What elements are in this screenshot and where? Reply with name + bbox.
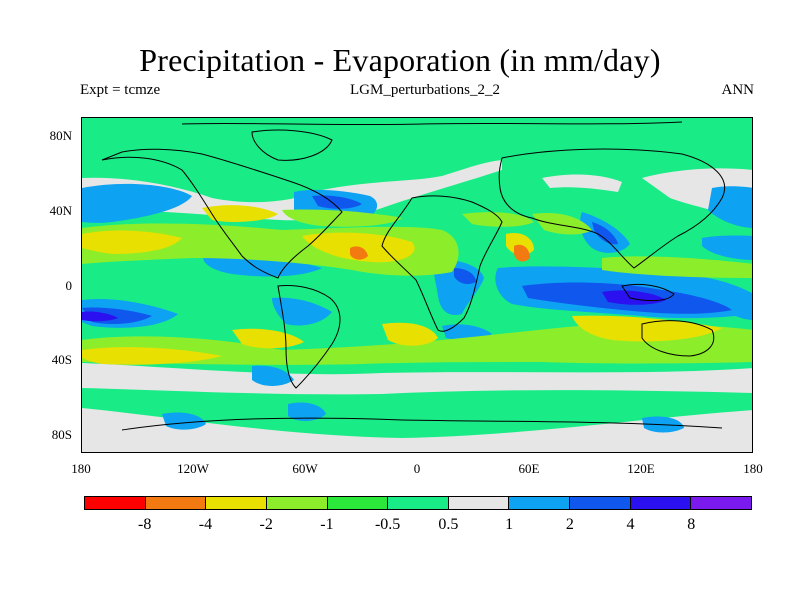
colorbar-box-8 bbox=[570, 497, 631, 509]
colorbar-label-8: 4 bbox=[626, 516, 635, 533]
lat-label-0: 0 bbox=[65, 278, 73, 293]
colorbar-box-9 bbox=[630, 497, 692, 509]
case-label: LGM_perturbations_2_2 bbox=[350, 82, 500, 98]
colorbar-label-5: 0.5 bbox=[438, 516, 459, 533]
lat-label-80n: 80N bbox=[49, 128, 72, 143]
lon-label-0: 0 bbox=[413, 461, 421, 476]
colorbar-label-6: 1 bbox=[505, 516, 514, 533]
period-label: ANN bbox=[721, 82, 755, 98]
lat-label-80s: 80S bbox=[51, 427, 72, 442]
dry-2-4-zones bbox=[350, 244, 530, 262]
lon-label-180w: 180 bbox=[71, 461, 91, 476]
colorbar-box-7 bbox=[509, 497, 571, 509]
colorbar-box-2 bbox=[206, 497, 267, 509]
lon-label-60e: 60E bbox=[518, 461, 540, 476]
colorbar-label-9: 8 bbox=[687, 516, 696, 533]
colorbar-box-4 bbox=[327, 497, 389, 509]
lon-label-120e: 120E bbox=[627, 461, 655, 476]
lat-label-40s: 40S bbox=[51, 352, 72, 367]
colorbar-box-3 bbox=[266, 497, 328, 509]
colorbar-label-7: 2 bbox=[565, 516, 574, 533]
lon-label-180e: 180 bbox=[743, 461, 763, 476]
wet-4-8-zones bbox=[82, 290, 666, 322]
lon-label-120w: 120W bbox=[177, 461, 209, 476]
experiment-label: Expt = tcmze bbox=[80, 82, 161, 98]
coastlines bbox=[101, 121, 725, 431]
colorbar-box-6 bbox=[448, 497, 510, 509]
colorbar-box-5 bbox=[388, 497, 449, 509]
map-title: Precipitation - Evaporation (in mm/day) bbox=[139, 42, 661, 78]
dry-1-2-zones bbox=[82, 205, 722, 365]
lon-label-60w: 60W bbox=[292, 461, 318, 476]
colorbar-label-3: -1 bbox=[320, 516, 334, 533]
colorbar-label-4: -0.5 bbox=[374, 516, 401, 533]
colorbar-label-0: -8 bbox=[138, 516, 152, 533]
colorbar bbox=[84, 496, 752, 510]
colorbar-box-1 bbox=[145, 497, 207, 509]
lat-label-40n: 40N bbox=[49, 203, 72, 218]
colorbar-label-1: -4 bbox=[198, 516, 213, 533]
colorbar-label-2: -2 bbox=[259, 516, 273, 533]
colorbar-box-0 bbox=[85, 497, 146, 509]
map-plot-area bbox=[81, 117, 753, 453]
colorbar-box-10 bbox=[691, 497, 752, 509]
precipitation-map bbox=[82, 118, 752, 452]
